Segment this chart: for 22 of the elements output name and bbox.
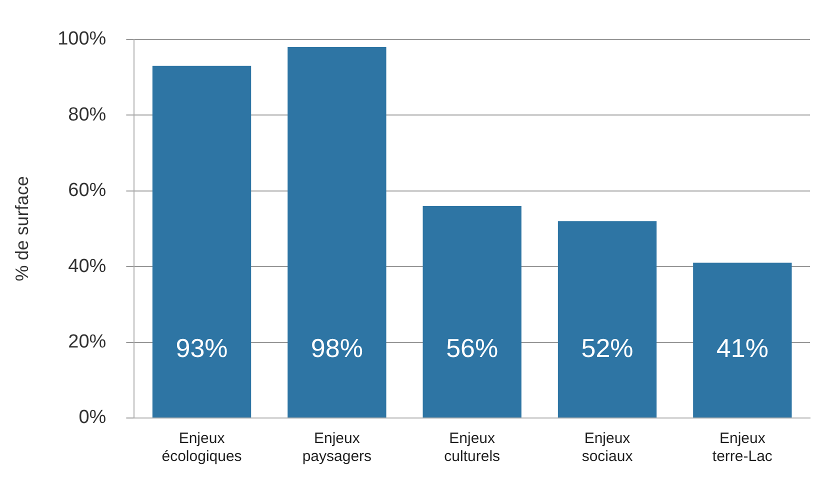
- bar: [558, 221, 657, 418]
- data-label: 52%: [581, 333, 634, 364]
- y-tick-label: 100%: [58, 28, 106, 50]
- y-tick-label: 80%: [68, 104, 106, 126]
- y-tick-label: 60%: [68, 180, 106, 202]
- x-tick-label: Enjeux paysagers: [302, 430, 372, 466]
- data-label: 93%: [176, 333, 228, 364]
- y-axis-title: % de surface: [12, 176, 32, 282]
- y-tick-label: 40%: [68, 256, 106, 277]
- y-tick-label: 20%: [68, 332, 106, 353]
- x-tick-label: Enjeux sociaux: [582, 430, 634, 466]
- bar: [152, 66, 252, 418]
- x-tick-label: Enjeux écologiques: [162, 430, 242, 466]
- bar: [422, 206, 522, 418]
- bar: [693, 262, 792, 418]
- bar: [288, 46, 386, 418]
- data-label: 56%: [446, 333, 498, 364]
- data-label: 98%: [310, 333, 363, 364]
- x-tick-label: Enjeux culturels: [444, 430, 500, 466]
- data-label: 41%: [716, 333, 768, 364]
- y-tick-label: 0%: [78, 407, 106, 428]
- x-tick-label: Enjeux terre-Lac: [712, 430, 773, 466]
